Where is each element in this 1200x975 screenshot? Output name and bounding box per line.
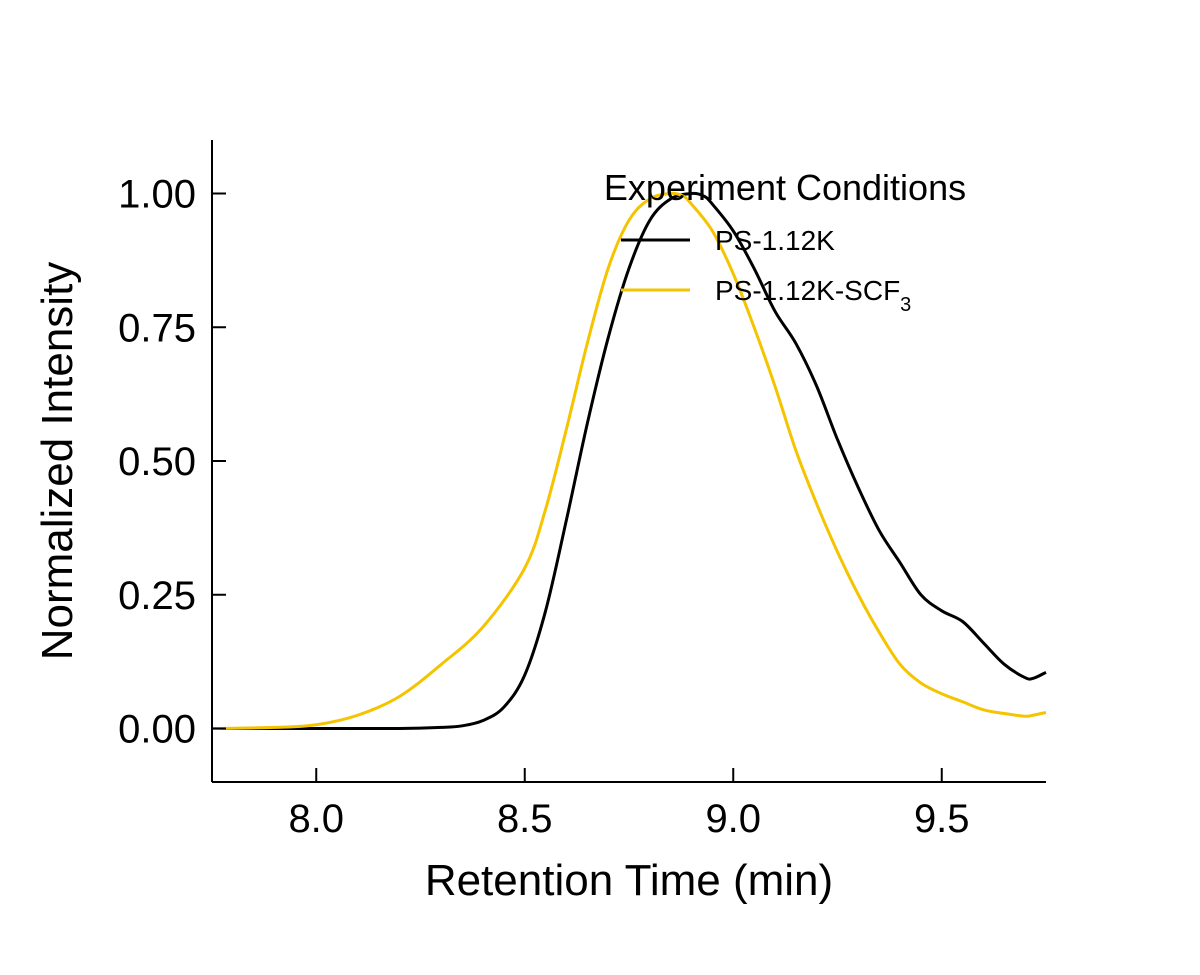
y-tick-label: 1.00 [118,173,196,217]
y-tick-label: 0.75 [118,306,196,350]
legend: Experiment Conditions PS-1.12K PS-1.12K-S… [604,167,966,316]
series-line-1 [211,191,1047,731]
legend-label: PS-1.12K-SCF3 [715,275,911,316]
plot-lines [211,191,1047,731]
legend-title: Experiment Conditions [604,167,966,208]
x-tick-label: 9.0 [705,797,761,841]
x-tick-label: 9.5 [914,797,970,841]
x-tick-label: 8.5 [497,797,553,841]
y-axis-title: Normalized Intensity [33,262,82,661]
x-axis-title: Retention Time (min) [425,856,833,905]
axes [211,140,1046,783]
y-tick-label: 0.50 [118,440,196,484]
x-tick-label: 8.0 [288,797,344,841]
series-line-2 [211,191,1047,730]
y-tick-label: 0.25 [118,574,196,618]
ticks: 8.0 8.5 9.0 9.5 0.00 0.25 0.50 0.75 1.00 [118,173,969,842]
legend-label: PS-1.12K [715,225,835,256]
y-tick-label: 0.00 [118,708,196,752]
